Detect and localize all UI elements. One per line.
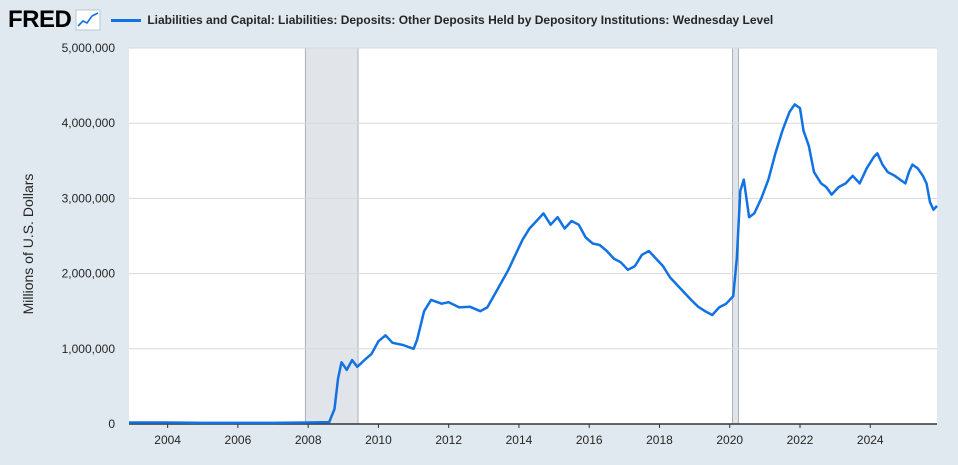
x-axis-ticks: 2004 2006 2008 2010 2012 2014 2016 2018 2020 2022… [154, 424, 884, 447]
y-tick-label: 4,000,000 [62, 116, 116, 130]
x-tick-label: 2024 [857, 433, 884, 447]
x-tick-label: 2006 [225, 433, 252, 447]
x-tick-label: 2020 [716, 433, 743, 447]
series-line [129, 103, 938, 425]
series [129, 103, 938, 425]
plot-area [129, 48, 937, 424]
y-tick-label: 0 [108, 417, 115, 431]
x-tick-label: 2008 [295, 433, 322, 447]
fred-logo[interactable]: FRED [8, 6, 72, 33]
x-tick-label: 2014 [506, 433, 533, 447]
legend-series-label: Liabilities and Capital: Liabilities: De… [147, 13, 774, 27]
recession-band [304, 47, 359, 425]
y-axis-ticks: 0 1,000,000 2,000,000 3,000,000 4,000,000 5,0… [62, 41, 116, 431]
y-tick-label: 3,000,000 [62, 191, 116, 205]
chart-header: FRED Liabilities and Capital: Liabilitie… [8, 6, 773, 34]
x-tick-label: 2012 [435, 433, 462, 447]
recession-shading [304, 47, 739, 425]
y-tick-label: 1,000,000 [62, 342, 116, 356]
legend-swatch [111, 18, 142, 22]
x-tick-label: 2010 [365, 433, 392, 447]
trend-line-icon [75, 9, 101, 31]
y-tick-label: 2,000,000 [62, 267, 116, 281]
x-tick-label: 2016 [576, 433, 603, 447]
y-tick-label: 5,000,000 [62, 41, 116, 55]
y-axis-label: Millions of U.S. Dollars [20, 174, 36, 315]
x-tick-label: 2018 [646, 433, 673, 447]
x-tick-label: 2004 [154, 433, 181, 447]
x-tick-label: 2022 [787, 433, 814, 447]
